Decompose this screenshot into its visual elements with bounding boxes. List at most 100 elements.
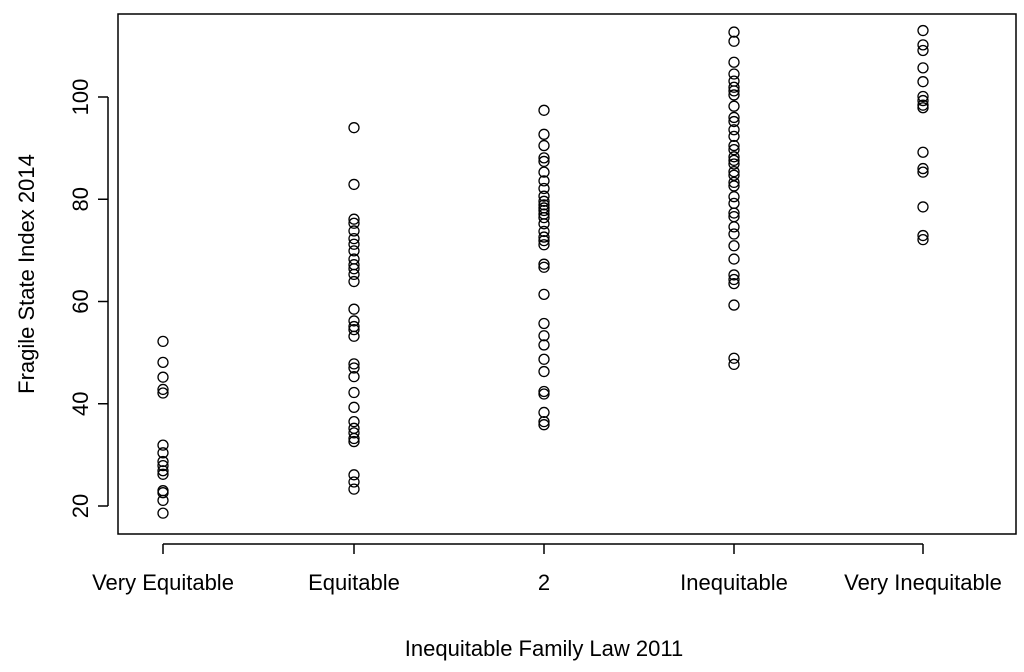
data-point [538, 353, 550, 365]
data-point [728, 228, 740, 240]
data-point [348, 303, 360, 315]
data-point [917, 233, 929, 246]
y-tick-label: 80 [68, 187, 93, 211]
data-point [538, 385, 550, 398]
data-point [538, 415, 550, 428]
data-point [157, 468, 169, 480]
data-point [348, 362, 360, 374]
data-point [157, 439, 169, 451]
data-point [157, 494, 169, 507]
data-point [917, 44, 929, 57]
data-point [348, 427, 360, 439]
data-point [348, 323, 360, 336]
data-point [728, 352, 740, 364]
data-point [538, 190, 550, 202]
data-point [538, 166, 550, 178]
data-point [728, 151, 740, 163]
data-point [348, 315, 360, 327]
data-points [157, 24, 929, 519]
data-point [538, 175, 550, 187]
data-point [917, 229, 929, 242]
data-point [728, 154, 740, 167]
data-point [538, 225, 550, 238]
data-point [538, 235, 550, 247]
data-point [728, 68, 740, 80]
data-point [728, 111, 740, 124]
data-point [728, 115, 740, 128]
data-point [538, 204, 550, 217]
data-point [348, 330, 360, 342]
data-point [348, 371, 360, 383]
data-point [917, 166, 929, 178]
data-point [157, 487, 169, 499]
data-point [348, 386, 360, 399]
data-point [348, 275, 360, 288]
data-point [538, 406, 550, 419]
data-point [157, 335, 169, 348]
data-point [728, 144, 740, 156]
data-point [538, 288, 550, 300]
data-point [348, 238, 360, 250]
x-axis-label: Inequitable Family Law 2011 [405, 636, 683, 661]
data-point [917, 94, 929, 107]
data-point [157, 465, 169, 477]
data-point [348, 476, 360, 488]
data-point [917, 39, 929, 51]
data-point [538, 261, 550, 273]
data-point [728, 139, 740, 152]
data-point [728, 124, 740, 136]
data-point [728, 56, 740, 68]
data-point [348, 245, 360, 257]
data-point [917, 162, 929, 175]
data-point [157, 455, 169, 468]
data-point [917, 90, 929, 103]
data-point [728, 197, 740, 209]
data-point [917, 76, 929, 88]
data-point [348, 122, 360, 134]
y-tick-label: 60 [68, 289, 93, 313]
data-point [157, 387, 169, 399]
data-point [917, 146, 929, 158]
data-point [917, 62, 929, 74]
data-point [728, 358, 740, 371]
data-point [538, 195, 550, 207]
data-point [538, 258, 550, 270]
y-axis: 20 40 60 80 100 [68, 79, 109, 518]
x-axis: Very Equitable Equitable 2 Inequitable Very … [92, 543, 1002, 595]
data-point [538, 152, 550, 164]
data-point [538, 317, 550, 330]
data-point [538, 182, 550, 195]
data-point [728, 221, 740, 233]
data-point [348, 432, 360, 445]
data-point [157, 507, 169, 519]
data-point [348, 469, 360, 481]
data-point [728, 158, 740, 170]
y-tick-label: 100 [68, 79, 93, 116]
x-tick-label: Inequitable [680, 570, 788, 595]
data-point [728, 130, 740, 143]
data-point [728, 240, 740, 252]
data-point [538, 212, 550, 224]
data-point [348, 268, 360, 281]
data-point [728, 269, 740, 281]
data-point [728, 85, 740, 97]
data-point [917, 102, 929, 114]
plot-frame [117, 13, 1017, 535]
x-tick-label: Equitable [308, 570, 400, 595]
data-point [348, 178, 360, 191]
data-point [917, 201, 929, 213]
data-point [348, 435, 360, 448]
y-tick-label: 40 [68, 392, 93, 416]
x-tick-label: Very Equitable [92, 570, 234, 595]
data-point [348, 232, 360, 245]
data-point [728, 81, 740, 93]
data-point [728, 165, 740, 178]
data-point [157, 447, 169, 459]
data-point [538, 365, 550, 378]
data-point [157, 356, 169, 368]
data-point [348, 358, 360, 370]
data-point [728, 35, 740, 47]
data-point [538, 231, 550, 243]
data-point [538, 104, 550, 116]
data-point [348, 213, 360, 225]
